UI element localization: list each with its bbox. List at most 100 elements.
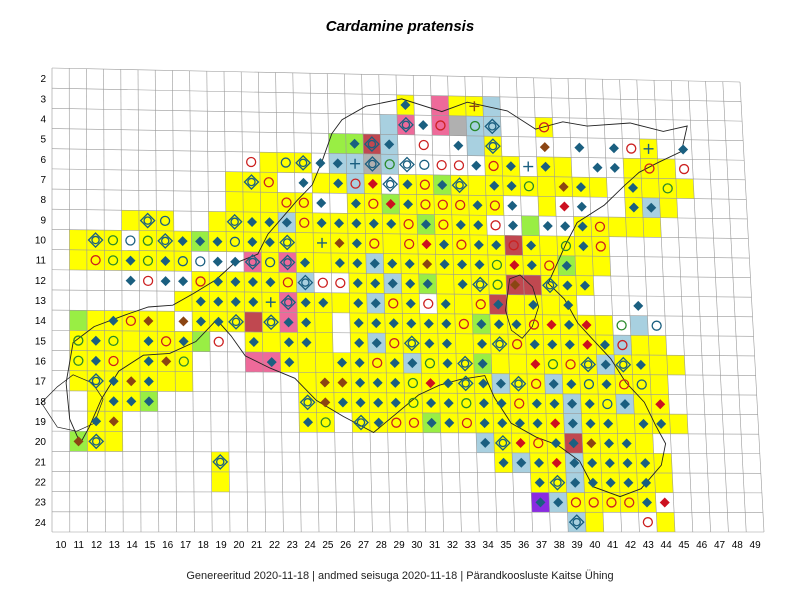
grid-line-vertical: [481, 76, 498, 533]
diamond-blue: [548, 378, 559, 389]
diamond-blue: [608, 143, 619, 154]
grid-cell-33-14: [454, 313, 473, 334]
x-axis-label: 35: [500, 540, 512, 551]
grid-cell-39-16: [561, 354, 580, 375]
grid-cell-45-19: [669, 414, 689, 434]
diamond-brown: [73, 436, 84, 447]
circle-green: [469, 120, 481, 132]
grid-cell-23-10: [278, 232, 297, 253]
diamond-blue: [622, 458, 633, 469]
diamond-blue: [640, 458, 651, 469]
diamond-blue: [213, 276, 224, 287]
x-axis-label: 11: [74, 540, 85, 551]
target-blue: [457, 375, 474, 392]
grid-cell-45-16: [666, 355, 686, 375]
grid-cell-21-16: [245, 351, 264, 373]
diamond-blue: [418, 120, 429, 131]
target-blue-ring: [583, 360, 593, 369]
target-blue-ring: [572, 517, 581, 527]
grid-cell-24-16: [297, 352, 316, 373]
diamond-blue: [561, 260, 572, 271]
circle-red: [617, 339, 628, 351]
x-axis-label: 28: [376, 540, 388, 551]
grid-line-horizontal: [51, 128, 744, 141]
grid-cell-29-19: [387, 412, 406, 433]
circle-green: [142, 255, 154, 266]
grid-cell-34-5: [466, 135, 485, 156]
circle-red: [90, 255, 101, 266]
grid-cell-43-17: [632, 374, 651, 395]
x-axis-label: 22: [269, 540, 281, 551]
footer-credits: Genereeritud 2020-11-18 | andmed seisuga…: [186, 570, 614, 582]
diamond-blue: [407, 358, 418, 369]
grid-cell-13-15: [104, 330, 123, 351]
circle-green: [178, 356, 189, 367]
grid-cell-22-6: [259, 152, 278, 173]
grid-line-vertical: [705, 81, 729, 533]
grid-cell-18-12: [191, 271, 210, 292]
grid-cell-42-15: [613, 335, 632, 355]
grid-cell-37-12: [523, 275, 542, 296]
target-blue: [299, 394, 316, 411]
circle-red: [391, 417, 402, 428]
x-axis-label: 49: [750, 540, 762, 551]
circle-red: [436, 159, 447, 171]
plus-blue: [643, 143, 654, 154]
diamond-blue: [372, 377, 383, 388]
grid-cell-40-17: [579, 374, 599, 395]
target-blue-ring: [266, 317, 276, 327]
diamond-blue: [351, 218, 362, 229]
diamond-blue: [440, 298, 451, 309]
target-blue: [228, 313, 244, 330]
circle-red: [594, 221, 606, 232]
diamond-blue: [641, 497, 652, 508]
target-blue: [279, 254, 296, 271]
grid-cell-44-15: [648, 335, 667, 356]
diamond-blue: [316, 217, 327, 228]
grid-cell-43-15: [630, 335, 650, 356]
x-axis-label: 10: [55, 540, 67, 551]
circle-red: [618, 379, 630, 390]
diamond-blue: [370, 278, 381, 289]
grid-cell-25-16: [315, 352, 334, 373]
grid-line-vertical: [86, 68, 88, 533]
grid-cell-13-16: [104, 350, 123, 372]
y-axis-label: 20: [35, 437, 47, 448]
y-axis-label: 16: [35, 357, 47, 368]
diamond-blue: [560, 221, 571, 232]
grid-cell-36-18: [510, 393, 529, 414]
diamond-blue: [587, 458, 598, 469]
grid-cell-30-4: [397, 114, 415, 135]
grid-cell-43-14: [629, 315, 649, 336]
circle-red: [624, 497, 635, 508]
grid-cell-30-19: [404, 412, 424, 433]
grid-cell-20-10: [226, 231, 244, 252]
grid-cells-layer: [69, 94, 695, 532]
circle-blue: [264, 257, 276, 268]
diamond-blue: [628, 202, 639, 213]
grid-line-vertical: [739, 81, 765, 533]
target-blue-ring: [91, 376, 101, 386]
diamond-blue: [355, 397, 366, 408]
diamond-blue: [90, 355, 101, 366]
target-blue: [399, 156, 415, 173]
circle-green: [491, 259, 503, 271]
diamond-blue: [476, 319, 487, 330]
target-blue: [364, 156, 381, 172]
target-blue-ring: [402, 160, 412, 169]
plus-brown: [469, 101, 480, 112]
grid-cell-28-16: [368, 352, 387, 373]
grid-line-vertical: [584, 78, 605, 533]
diamond-blue: [601, 379, 612, 390]
grid-cell-20-8: [225, 191, 244, 212]
grid-cell-30-10: [400, 233, 419, 255]
diamond-blue: [230, 296, 241, 307]
grid-line-vertical: [636, 79, 658, 533]
diamond-blue: [604, 458, 615, 469]
circle-blue: [280, 157, 291, 168]
target-blue: [353, 414, 369, 431]
diamond-blue: [315, 158, 326, 169]
diamond-blue: [457, 259, 468, 270]
diamond-brown: [126, 376, 137, 387]
